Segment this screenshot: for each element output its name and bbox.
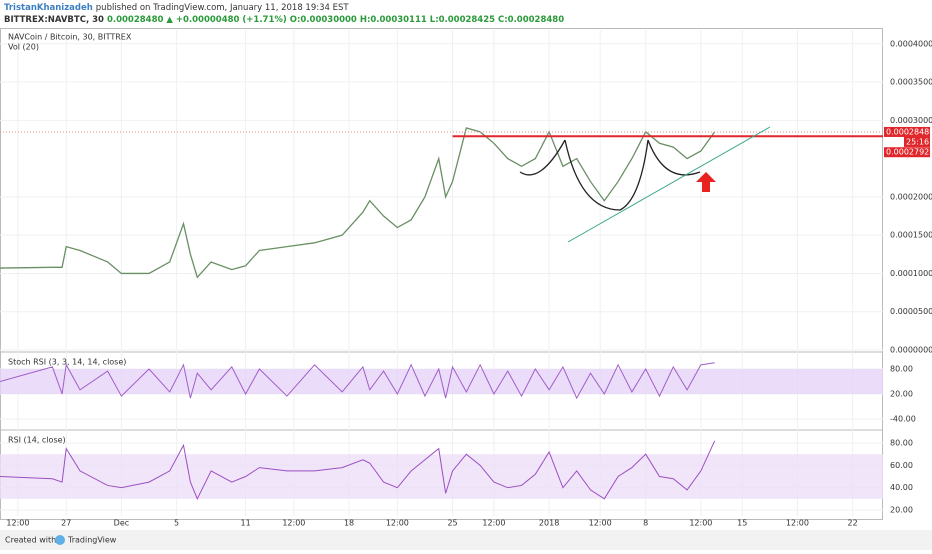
footer-brand[interactable]: TradingView [67, 536, 117, 545]
countdown: 25:16 [906, 137, 929, 146]
x-tick-label: 12:00 [786, 519, 809, 528]
last-price-label: 0.00028480 [886, 127, 932, 136]
x-tick-label: 12:00 [482, 519, 505, 528]
x-tick-label: 18 [344, 519, 354, 528]
author[interactable]: TristanKhanizadeh [4, 3, 93, 13]
x-tick-label: 8 [643, 519, 648, 528]
symbol: BITTREX:NAVBTC, 30 [4, 15, 104, 25]
footer-bar [0, 530, 932, 550]
stoch-line [0, 362, 715, 400]
resistance-label: 0.00027925 [886, 148, 932, 157]
x-tick-label: 11 [240, 519, 250, 528]
x-tick-label: 12:00 [282, 519, 305, 528]
x-tick-label: 2018 [539, 519, 559, 528]
tradingview-logo [55, 535, 65, 545]
volume-label: Vol (20) [8, 43, 39, 52]
last-price-box [884, 126, 930, 137]
footer-created: Created with [5, 536, 56, 545]
rsi-line [0, 440, 716, 501]
x-tick-label: 22 [848, 519, 858, 528]
y-tick-label: 0.00000000 [890, 346, 932, 355]
countdown-box [904, 136, 930, 147]
chart-frame [0, 28, 883, 520]
x-tick-label: Dec [114, 519, 129, 528]
open: O:0.00030000 [290, 15, 357, 25]
x-tick-label: 12:00 [386, 519, 409, 528]
header-line-2: BITTREX:NAVBTC, 30 0.00028480 ▲ +0.00000… [4, 15, 564, 25]
close: C:0.00028480 [498, 15, 564, 25]
trendline [567, 126, 771, 243]
cup-annotation [519, 139, 701, 211]
arrow-annotation [696, 172, 716, 192]
x-tick-label: 5 [174, 519, 179, 528]
y-tick-label: 20.00 [890, 390, 913, 399]
rsi-title: RSI (14, close) [8, 436, 66, 445]
stoch-title: Stoch RSI (3, 3, 14, 14, close) [8, 358, 126, 367]
y-tick-label: 80.00 [890, 365, 913, 374]
price: 0.00028480 [107, 15, 164, 25]
x-tick-label: 12:00 [6, 519, 29, 528]
x-tick-label: 15 [737, 519, 747, 528]
x-tick-label: 25 [447, 519, 457, 528]
resistance-box [884, 147, 930, 158]
y-tick-label: -40.00 [890, 415, 916, 424]
header-line-1: TristanKhanizadeh published on TradingVi… [4, 3, 349, 13]
chart-title: NAVCoin / Bitcoin, 30, BITTREX [8, 33, 132, 42]
published: published on TradingView.com, January 11… [96, 3, 350, 13]
high: H:0.00030111 [360, 15, 427, 25]
x-tick-label: 12:00 [689, 519, 712, 528]
change: ▲ +0.00000480 (+1.71%) [166, 15, 287, 25]
y-tick-label: 40.00 [890, 483, 913, 492]
y-tick-label: 80.00 [890, 439, 913, 448]
x-tick-label: 12:00 [589, 519, 612, 528]
x-tick-label: 27 [61, 519, 71, 528]
marks [0, 30, 883, 516]
price-line [0, 127, 716, 279]
y-tick-label: 20.00 [890, 505, 913, 514]
y-tick-label: 60.00 [890, 461, 913, 470]
rsi-band [0, 454, 883, 499]
low: L:0.00028425 [430, 15, 495, 25]
y-tick-label: 0.00030000 [890, 116, 932, 125]
